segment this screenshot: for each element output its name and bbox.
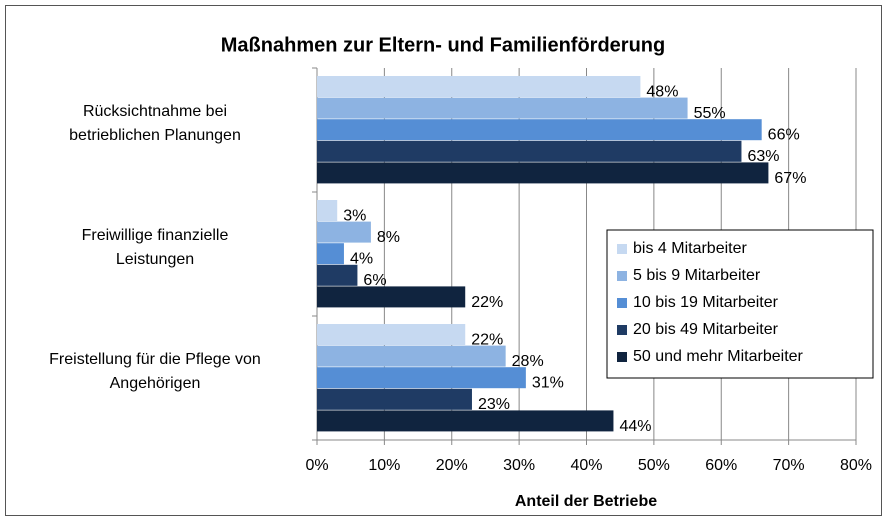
data-label: 48%: [646, 83, 678, 100]
data-label: 4%: [350, 251, 373, 268]
legend-label: 50 und mehr Mitarbeiter: [633, 348, 804, 365]
bar: [317, 286, 466, 308]
bar: [317, 243, 344, 265]
legend-swatch: [617, 325, 627, 335]
bar: [317, 140, 742, 162]
x-tick-label: 40%: [570, 457, 602, 474]
x-tick-label: 10%: [368, 457, 400, 474]
legend-swatch: [617, 244, 627, 254]
data-label: 44%: [619, 418, 651, 435]
data-label: 8%: [377, 229, 400, 246]
data-label: 63%: [747, 148, 779, 165]
data-label: 66%: [768, 127, 800, 144]
x-tick-label: 30%: [503, 457, 535, 474]
bar: [317, 264, 358, 286]
legend: [606, 229, 874, 379]
data-label: 22%: [471, 294, 503, 311]
x-tick-label: 70%: [773, 457, 805, 474]
y-tick-label: Freistellung für die Pflege von Angehöri…: [49, 351, 261, 392]
bar: [317, 119, 762, 141]
data-label: 22%: [471, 331, 503, 348]
x-tick-label: 60%: [705, 457, 737, 474]
legend-label: 20 bis 49 Mitarbeiter: [633, 321, 779, 338]
data-label: 28%: [512, 353, 544, 370]
bar: [317, 367, 526, 389]
x-tick-label: 0%: [305, 457, 328, 474]
x-tick-label: 20%: [436, 457, 468, 474]
legend-swatch: [617, 298, 627, 308]
bar: [317, 345, 506, 367]
legend-swatch: [617, 271, 627, 281]
legend-swatch: [617, 352, 627, 362]
data-label: 6%: [363, 272, 386, 289]
bar: [317, 410, 614, 432]
data-label: 67%: [774, 170, 806, 187]
x-tick-label: 50%: [638, 457, 670, 474]
data-label: 3%: [343, 207, 366, 224]
bar: [317, 76, 641, 97]
bar: [317, 200, 338, 221]
chart-title: Maßnahmen zur Eltern- und Familienförder…: [221, 34, 665, 56]
legend-label: bis 4 Mitarbeiter: [633, 240, 747, 257]
bar: [317, 388, 472, 410]
x-tick-label: 80%: [840, 457, 872, 474]
bar: [317, 97, 688, 119]
bar: [317, 221, 371, 243]
x-axis-label: Anteil der Betriebe: [515, 493, 657, 510]
legend-label: 10 bis 19 Mitarbeiter: [633, 294, 779, 311]
y-tick-label: Freiwillige finanzielle Leistungen: [81, 227, 229, 268]
data-label: 55%: [694, 105, 726, 122]
data-label: 23%: [478, 396, 510, 413]
legend-label: 5 bis 9 Mitarbeiter: [633, 267, 761, 284]
y-tick-label: Rücksichtnahme bei betrieblichen Planung…: [69, 103, 241, 144]
bar: [317, 162, 769, 184]
data-label: 31%: [532, 375, 564, 392]
bar: [317, 324, 466, 345]
